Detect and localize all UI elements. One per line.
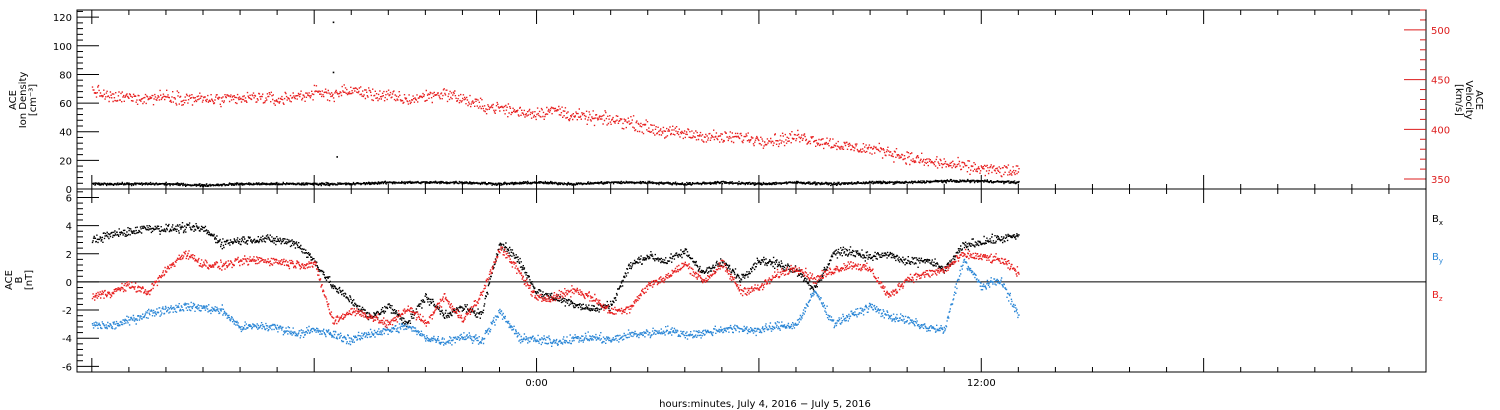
- bottom-panel-ticks: -6 -4 -2 0 2 4 6: [62, 188, 1427, 373]
- y-tick-label: -2: [62, 306, 72, 317]
- top-panel-series: [91, 21, 1020, 188]
- bottom-panel: -6 -4 -2 0 2 4 6 ACEB[nT] Bx By Bz: [4, 188, 1443, 373]
- magnetic-field-axis-label: ACEB[nT]: [4, 270, 35, 290]
- y-tick-label: 120: [53, 13, 72, 24]
- panel-frame: [76, 9, 1427, 190]
- y-tick-label: 4: [66, 222, 72, 233]
- x-tick-label: 12:00: [967, 378, 996, 389]
- y-tick-label: 20: [59, 156, 72, 167]
- legend-entry-bz: Bz: [1432, 290, 1443, 303]
- velocity-series: [91, 84, 1020, 178]
- legend-entry-by: By: [1432, 252, 1443, 265]
- density-series: [91, 21, 1020, 188]
- top-panel-ticks: 0 20 40 60 80 100 120 350 400 450 500: [53, 9, 1450, 196]
- x-tick-label: 0:00: [525, 378, 547, 389]
- legend-entry-bx: Bx: [1432, 214, 1443, 227]
- y-tick-label: 0: [66, 185, 72, 196]
- y-tick-label: 450: [1431, 76, 1450, 87]
- time-axis: 0:00 12:00: [525, 378, 995, 389]
- y-tick-label: 6: [66, 193, 72, 204]
- y-tick-label: 100: [53, 42, 72, 53]
- magnetic-field-legend: Bx By Bz: [1432, 214, 1443, 303]
- top-panel: 0 20 40 60 80 100 120 350 400 450 500 ACEIon Densi…: [8, 9, 1484, 196]
- y-tick-label: 60: [59, 99, 72, 110]
- bz-series: [91, 246, 1020, 329]
- y-tick-label: 350: [1431, 175, 1450, 186]
- y-tick-label: 0: [66, 278, 72, 289]
- bottom-panel-series: [91, 222, 1020, 347]
- velocity-axis-label: ACEVelocity[km/s]: [1453, 80, 1484, 119]
- y-tick-label: 40: [59, 128, 72, 139]
- y-tick-label: 500: [1431, 26, 1450, 37]
- panel-frame: [76, 188, 1427, 373]
- by-series: [91, 258, 1020, 347]
- y-tick-label: 400: [1431, 125, 1450, 136]
- bx-series: [91, 222, 1020, 328]
- y-tick-label: -6: [62, 362, 72, 373]
- y-tick-label: -4: [62, 334, 72, 345]
- ion-density-axis-label: ACEIon Density[cm⁻³]: [8, 72, 39, 129]
- y-tick-label: 80: [59, 70, 72, 81]
- y-tick-label: 2: [66, 250, 72, 261]
- time-axis-label: hours:minutes, July 4, 2016 − July 5, 20…: [659, 399, 871, 410]
